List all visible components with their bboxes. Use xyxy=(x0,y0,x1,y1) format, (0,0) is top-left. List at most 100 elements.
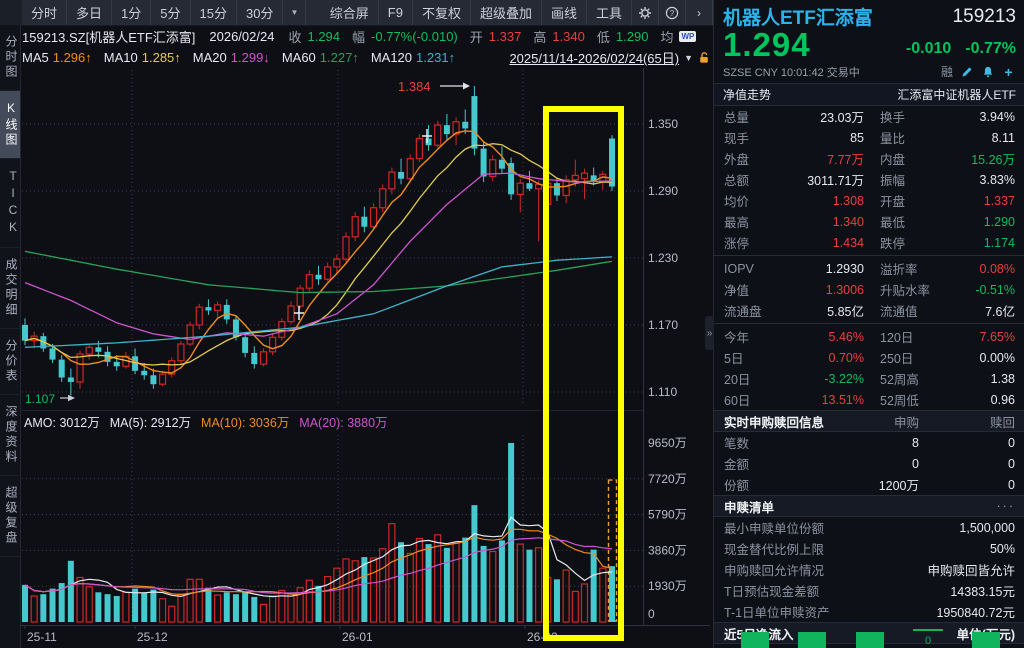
list-row-1: 现金替代比例上限 50% xyxy=(714,538,1024,559)
sidebar-tab-0[interactable]: 分时图 xyxy=(0,25,20,91)
svg-text:9650万: 9650万 xyxy=(648,436,687,450)
toolbar-btn-0[interactable]: 综合屏 xyxy=(321,0,379,25)
quote-row-3: 总额 3011.71万 振幅 3.83% xyxy=(714,169,1024,190)
quote-value2: 8.11 xyxy=(991,130,1015,145)
quote-value2: 3.83% xyxy=(979,172,1015,187)
quote-value2: 1.290 xyxy=(983,214,1015,229)
svg-text:1.350: 1.350 xyxy=(648,117,678,131)
volma20-label: MA(20): xyxy=(299,416,344,430)
perf-value1: -3.22% xyxy=(824,371,864,386)
list-label: T-1日单位申赎资产 xyxy=(724,606,830,620)
date-range-caret-icon[interactable]: ▼ xyxy=(684,52,693,63)
quote-row-5: 最高 1.340 最低 1.290 xyxy=(714,211,1024,232)
svg-text:7720万: 7720万 xyxy=(648,472,687,486)
sidebar-tab-4[interactable]: 分价表 xyxy=(0,329,20,395)
sidebar-tab-5[interactable]: 深度资料 xyxy=(0,395,20,476)
net-inflow-bars: 0 xyxy=(714,626,1024,648)
toolbar-btn-1[interactable]: F9 xyxy=(379,0,413,25)
perf-value2: 1.38 xyxy=(990,371,1015,386)
toolbar-btn-3[interactable]: 超级叠加 xyxy=(471,0,542,25)
sidebar-tab-2[interactable]: TICK xyxy=(0,159,20,248)
subs-redeem-value: 0 xyxy=(1008,477,1015,492)
help-icon[interactable]: ? xyxy=(659,0,686,25)
period-tab-0[interactable]: 分时 xyxy=(22,0,68,25)
perf-row-0: 今年 5.46% 120日 7.65% xyxy=(714,326,1024,347)
period-tab-3[interactable]: 5分 xyxy=(151,0,191,25)
subscription-rows: 笔数 8 0 金额 0 0 份额 1200万 0 xyxy=(714,432,1024,495)
iopv-grid: IOPV 1.2930 溢折率 0.08% 净值 1.3006 升贴水率 -0.51% 流通盘 5… xyxy=(714,258,1024,321)
quote-row-4: 均价 1.308 开盘 1.337 xyxy=(714,190,1024,211)
ma-legend-items: MA5 1.296↑ MA10 1.285↑ MA20 1.299↓ MA60 1.227↑ M… xyxy=(22,50,455,65)
svg-text:26-01: 26-01 xyxy=(342,630,373,644)
svg-text:0: 0 xyxy=(648,607,655,621)
quote-label2: 换手 xyxy=(880,111,906,125)
low-value: 1.290 xyxy=(615,28,649,44)
alert-bell-icon[interactable] xyxy=(980,65,995,79)
perf-label2: 250日 xyxy=(880,352,914,366)
volma20-value: 3880万 xyxy=(347,416,388,430)
subs-subscribe-value: 1200万 xyxy=(878,479,919,493)
nav-trend-link[interactable]: 净值走势 xyxy=(723,88,772,102)
period-dropdown-caret-icon[interactable]: ▼ xyxy=(283,0,307,25)
quote-value1: 1.340 xyxy=(832,214,864,229)
list-label: 现金替代比例上限 xyxy=(724,543,825,557)
subs-redeem-value: 0 xyxy=(1008,435,1015,450)
perf-row-2: 20日 -3.22% 52周高 1.38 xyxy=(714,368,1024,389)
svg-text:1.107: 1.107 xyxy=(25,392,55,406)
iopv-row-0: IOPV 1.2930 溢折率 0.08% xyxy=(714,258,1024,279)
toolbar-btn-4[interactable]: 画线 xyxy=(542,0,587,25)
left-sidebar: 分时图 K线图 TICK 成交明细 分价表 深度资料 超级复盘 xyxy=(0,25,21,648)
margin-flag: 融 xyxy=(940,65,953,79)
period-tab-2[interactable]: 1分 xyxy=(112,0,152,25)
more-chevron-icon[interactable]: › xyxy=(686,0,713,25)
perf-value1: 5.46% xyxy=(828,329,864,344)
toolbar-btn-5[interactable]: 工具 xyxy=(587,0,632,25)
nav-tab-row: 净值走势 汇添富中证机器人ETF xyxy=(714,83,1024,106)
quote-row-0: 总量 23.03万 换手 3.94% xyxy=(714,106,1024,127)
ma-legend-item-4: MA120 1.231↑ xyxy=(371,50,455,65)
ma-legend-item-0: MA5 1.296↑ xyxy=(22,50,92,65)
quote-value1: 1.434 xyxy=(832,235,864,250)
change-value: -0.010 xyxy=(905,40,952,57)
wp-doc-icon[interactable]: WP xyxy=(679,30,697,42)
add-plus-icon[interactable]: + xyxy=(1004,63,1013,80)
perf-value2: 0.00% xyxy=(979,350,1015,365)
avg-label[interactable]: 均 xyxy=(660,29,674,45)
period-tab-1[interactable]: 多日 xyxy=(67,0,113,25)
settings-gear-icon[interactable] xyxy=(632,0,659,25)
quote-grid: 总量 23.03万 换手 3.94% 现手 85 量比 8.11 外盘 7.77万 内盘 15.26万… xyxy=(714,106,1024,253)
period-tab-5[interactable]: 30分 xyxy=(237,0,284,25)
sidebar-tab-1[interactable]: K线图 xyxy=(0,91,20,159)
ma-legend-item-2: MA20 1.299↓ xyxy=(193,50,270,65)
iopv-label1: 流通盘 xyxy=(724,305,762,319)
perf-label2: 120日 xyxy=(880,331,914,345)
more-dots[interactable]: ··· xyxy=(996,499,1015,513)
sidebar-tab-3[interactable]: 成交明细 xyxy=(0,248,20,329)
flow-bar-zero-label: 0 xyxy=(924,635,932,647)
list-value: 50% xyxy=(989,541,1015,556)
svg-text:?: ? xyxy=(670,9,675,18)
sidebar-tab-6[interactable]: 超级复盘 xyxy=(0,476,20,557)
svg-text:1.384: 1.384 xyxy=(398,79,431,94)
date-range[interactable]: 2025/11/14-2026/02/24(65日) xyxy=(509,51,680,66)
ma-value: 1.285↑ xyxy=(141,50,181,65)
list-title: 申赎清单 xyxy=(724,500,775,515)
iopv-label2: 升贴水率 xyxy=(880,284,931,298)
edit-pencil-icon[interactable] xyxy=(959,65,974,79)
subscription-title: 实时申购赎回信息 xyxy=(724,415,825,430)
period-tab-4[interactable]: 15分 xyxy=(191,0,237,25)
quote-label1: 现手 xyxy=(724,132,750,146)
iopv-value1: 1.3006 xyxy=(825,282,864,297)
stock-code-name: 159213.SZ[机器人ETF汇添富] xyxy=(22,29,196,45)
quote-value2: 1.337 xyxy=(983,193,1015,208)
fund-full-name: 汇添富中证机器人ETF xyxy=(897,88,1016,102)
flow-bar-zero-line xyxy=(913,629,943,631)
toolbar-btn-2[interactable]: 不复权 xyxy=(413,0,471,25)
unlock-icon[interactable] xyxy=(698,51,710,64)
ma-label: MA20 xyxy=(192,50,227,65)
panel-collapse-handle[interactable]: » xyxy=(705,316,714,350)
subs-redeem-value: 0 xyxy=(1008,456,1015,471)
kline-chart[interactable]: 1.384 1.107 1.350 1.290 1.230 1.170 1.110 9650万… xyxy=(20,68,713,648)
list-value: 申购赎回皆允许 xyxy=(927,564,1015,578)
